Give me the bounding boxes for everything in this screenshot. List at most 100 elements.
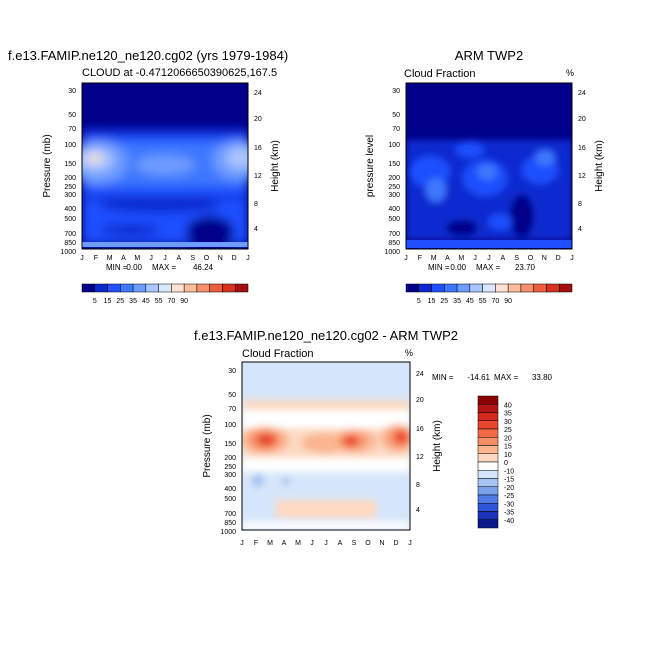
colorbar-tick-label: -30 (504, 501, 514, 508)
colorbar-swatch (477, 478, 499, 487)
colorbar-swatch (405, 283, 420, 293)
colorbar-tick-label: 90 (504, 298, 512, 305)
panel-obs-ylabel: pressure level (365, 135, 376, 197)
y-tick-label: 30 (392, 88, 400, 95)
colorbar-swatch (456, 283, 471, 293)
y-tick-label: 150 (224, 441, 236, 448)
month-tick-label: N (379, 540, 384, 547)
y-tick-label: 100 (388, 142, 400, 149)
month-tick-label: M (267, 540, 273, 547)
colorbar-swatch (469, 283, 483, 293)
colorbar-swatch (520, 283, 534, 293)
month-tick-label: J (149, 255, 153, 262)
y-tick-label: 700 (224, 511, 236, 518)
height-tick-label: 8 (578, 201, 582, 208)
height-tick-label: 24 (578, 90, 586, 97)
colorbar-tick-label: 5 (93, 298, 97, 305)
colorbar-tick-label: 0 (504, 460, 508, 467)
height-tick-label: 20 (578, 116, 586, 123)
colorbar-tick-label: -25 (504, 493, 514, 500)
y-tick-label: 70 (68, 126, 76, 133)
panel-obs: ARM TWP2 Cloud Fraction % 30 50 (365, 48, 605, 305)
colorbar-tick-label: 70 (491, 298, 499, 305)
y-tick-label: 100 (224, 422, 236, 429)
colorbar-tick-label: 35 (453, 298, 461, 305)
colorbar-swatch (444, 283, 458, 293)
height-tick-label: 12 (416, 454, 424, 461)
colorbar-tick-label: 25 (504, 427, 512, 434)
colorbar-swatch (546, 283, 560, 293)
month-tick-label: D (232, 255, 237, 262)
max-value: 46.24 (193, 263, 214, 272)
colorbar-swatch (431, 283, 445, 293)
colorbar-swatch (477, 511, 499, 520)
panel-model-frame (81, 82, 249, 250)
panel-model-y-ticks: 30 50 70 100 150 200 250 300 400 500 700… (60, 88, 76, 256)
colorbar-swatch (477, 437, 499, 446)
month-tick-label: A (176, 255, 181, 262)
colorbar-swatch (107, 283, 121, 293)
colorbar-swatch (183, 283, 198, 293)
month-tick-label: J (310, 540, 314, 547)
colorbar-swatch (507, 283, 522, 293)
colorbar-tick-label: 15 (504, 444, 512, 451)
panel-model-height-ticks: 24 20 16 12 8 4 (254, 90, 262, 233)
colorbar-swatch (196, 283, 210, 293)
colorbar-tick-label: 55 (155, 298, 163, 305)
colorbar-swatch (477, 503, 499, 512)
colorbar-tick-label: 45 (142, 298, 150, 305)
height-tick-label: 4 (416, 507, 420, 514)
height-tick-label: 20 (416, 397, 424, 404)
month-tick-label: M (134, 255, 140, 262)
month-tick-label: J (473, 255, 477, 262)
y-tick-label: 200 (224, 455, 236, 462)
month-tick-label: S (514, 255, 519, 262)
panel-diff-title: f.e13.FAMIP.ne120_ne120.cg02 - ARM TWP2 (194, 328, 458, 343)
y-tick-label: 400 (388, 206, 400, 213)
y-tick-label: 700 (64, 231, 76, 238)
month-tick-label: O (528, 255, 534, 262)
colorbar-tick-label: 35 (504, 411, 512, 418)
colorbar-swatch (120, 283, 134, 293)
panel-diff-frame (241, 361, 411, 531)
max-value: 33.80 (532, 373, 553, 382)
y-tick-label: 300 (64, 192, 76, 199)
panel-obs-units: % (566, 68, 574, 78)
colorbar-swatch (477, 428, 499, 438)
y-tick-label: 850 (388, 240, 400, 247)
y-tick-label: 700 (388, 231, 400, 238)
colorbar-swatch (482, 283, 496, 293)
y-tick-label: 150 (388, 161, 400, 168)
month-tick-label: A (500, 255, 505, 262)
month-tick-label: J (163, 255, 167, 262)
colorbar-swatch (234, 283, 249, 293)
panel-obs-y-ticks: 30 50 70 100 150 200 250 300 400 500 700… (384, 88, 400, 256)
colorbar-swatch (477, 470, 499, 479)
max-value: 23.70 (515, 263, 536, 272)
month-tick-label: O (365, 540, 371, 547)
month-tick-label: J (404, 255, 408, 262)
colorbar-swatch (558, 283, 573, 293)
panel-obs-colorbar: 5 15 25 35 45 55 70 90 (405, 283, 573, 305)
colorbar-swatch (477, 395, 499, 405)
month-tick-label: S (190, 255, 195, 262)
y-tick-label: 400 (224, 486, 236, 493)
month-tick-label: M (295, 540, 301, 547)
colorbar-tick-label: 30 (504, 419, 512, 426)
colorbar-tick-label: 55 (479, 298, 487, 305)
colorbar-tick-label: -20 (504, 485, 514, 492)
month-tick-label: D (393, 540, 398, 547)
min-label: MIN = (432, 373, 454, 382)
colorbar-swatch (158, 283, 172, 293)
panel-obs-frame (405, 82, 573, 250)
y-tick-label: 150 (64, 161, 76, 168)
colorbar-swatch (477, 420, 499, 430)
colorbar-swatch (145, 283, 159, 293)
y-tick-label: 250 (224, 464, 236, 471)
panel-obs-subtitle: Cloud Fraction (404, 68, 476, 80)
colorbar-tick-label: 5 (417, 298, 421, 305)
